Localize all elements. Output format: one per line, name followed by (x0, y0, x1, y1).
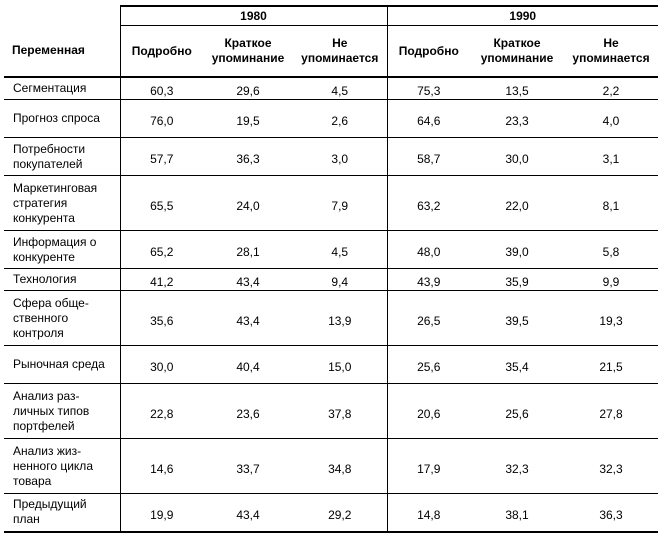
table-cell: 30,0 (119, 345, 203, 384)
table-cell: 15,0 (293, 345, 387, 384)
table-cell: 35,9 (470, 268, 564, 291)
row-label: Анализ раз-личных типов портфелей (4, 383, 120, 439)
table-cell: 64,6 (386, 99, 470, 138)
table-cell: 5,8 (564, 230, 659, 269)
table-cell: 25,6 (386, 345, 470, 384)
table-cell: 40,4 (203, 345, 293, 384)
table-cell: 19,3 (564, 290, 659, 346)
table-cell: 58,7 (386, 137, 470, 176)
table-cell: 9,9 (564, 268, 659, 291)
table-cell: 48,0 (386, 230, 470, 269)
table-cell: 3,0 (293, 137, 387, 176)
row-label: Сегментация (4, 77, 120, 100)
table-row: Сфера обще-ственного контроля 35,6 43,4 … (4, 290, 659, 346)
row-label: Рыночная среда (4, 345, 120, 384)
table-cell: 63,2 (386, 175, 470, 231)
table-cell: 19,5 (203, 99, 293, 138)
table-cell: 35,4 (470, 345, 564, 384)
table-cell: 14,6 (119, 438, 203, 494)
table-row: Потребности покупателей 57,7 36,3 3,0 58… (4, 137, 659, 176)
table-cell: 4,5 (293, 230, 387, 269)
table-cell: 75,3 (386, 77, 470, 100)
table-cell: 22,8 (119, 383, 203, 439)
row-label: Сфера обще-ственного контроля (4, 290, 120, 346)
table-row: Предыдущий план 19,9 43,4 29,2 14,8 38,1… (4, 493, 659, 533)
table-cell: 36,3 (564, 493, 659, 533)
table-cell: 20,6 (386, 383, 470, 439)
table-cell: 36,3 (203, 137, 293, 176)
table-row: Информация о конкуренте 65,2 28,1 4,5 48… (4, 230, 659, 269)
table-cell: 8,1 (564, 175, 659, 231)
table-cell: 43,4 (203, 268, 293, 291)
row-label: Технология (4, 268, 120, 291)
table-cell: 38,1 (470, 493, 564, 533)
subheader-1990-brief: Краткое упоминание (470, 25, 564, 78)
table-cell: 24,0 (203, 175, 293, 231)
table-row: Технология 41,2 43,4 9,4 43,9 35,9 9,9 (4, 268, 659, 291)
subheader-1990-detailed: Подробно (386, 25, 470, 78)
table-cell: 2,2 (564, 77, 659, 100)
table-cell: 57,7 (119, 137, 203, 176)
table-cell: 30,0 (470, 137, 564, 176)
table-row: Анализ раз-личных типов портфелей 22,8 2… (4, 383, 659, 439)
subheader-1980-detailed: Подробно (119, 25, 203, 78)
row-label: Анализ жиз-ненного цикла товара (4, 438, 120, 494)
table-cell: 4,0 (564, 99, 659, 138)
year-header-1980: 1980 (119, 5, 387, 26)
header-corner (4, 6, 120, 26)
table-cell: 34,8 (293, 438, 387, 494)
table-row: Анализ жиз-ненного цикла товара 14,6 33,… (4, 438, 659, 494)
table-cell: 23,6 (203, 383, 293, 439)
table-cell: 43,9 (386, 268, 470, 291)
subheader-1990-not-mentioned: Не упоминается (564, 25, 659, 78)
table-cell: 14,8 (386, 493, 470, 533)
table-cell: 4,5 (293, 77, 387, 100)
table-cell: 43,4 (203, 493, 293, 533)
table-cell: 2,6 (293, 99, 387, 138)
table-cell: 25,6 (470, 383, 564, 439)
table-cell: 35,6 (119, 290, 203, 346)
subheader-1980-brief: Краткое упоминание (203, 25, 293, 78)
table-row: Маркетинговая стратегия конкурента 65,5 … (4, 175, 659, 231)
table-cell: 65,2 (119, 230, 203, 269)
table-cell: 60,3 (119, 77, 203, 100)
row-label: Предыдущий план (4, 493, 120, 533)
table-cell: 13,9 (293, 290, 387, 346)
table-cell: 26,5 (386, 290, 470, 346)
table-row: Рыночная среда 30,0 40,4 15,0 25,6 35,4 … (4, 345, 659, 384)
table-cell: 29,2 (293, 493, 387, 533)
table-cell: 29,6 (203, 77, 293, 100)
table-row: Сегментация 60,3 29,6 4,5 75,3 13,5 2,2 (4, 77, 659, 100)
table-cell: 7,9 (293, 175, 387, 231)
table-cell: 33,7 (203, 438, 293, 494)
table-cell: 19,9 (119, 493, 203, 533)
table-cell: 41,2 (119, 268, 203, 291)
table-cell: 28,1 (203, 230, 293, 269)
variable-column-header: Переменная (4, 25, 120, 78)
table-cell: 17,9 (386, 438, 470, 494)
row-label: Потребности покупателей (4, 137, 120, 176)
table-cell: 3,1 (564, 137, 659, 176)
table-cell: 22,0 (470, 175, 564, 231)
table-cell: 65,5 (119, 175, 203, 231)
table-cell: 13,5 (470, 77, 564, 100)
table-cell: 37,8 (293, 383, 387, 439)
year-header-1990: 1990 (386, 5, 659, 26)
table-cell: 32,3 (564, 438, 659, 494)
subheader-1980-not-mentioned: Не упоминается (293, 25, 387, 78)
table-row: Прогноз спроса 76,0 19,5 2,6 64,6 23,3 4… (4, 99, 659, 138)
row-label: Информация о конкуренте (4, 230, 120, 269)
table-cell: 27,8 (564, 383, 659, 439)
survey-table: 1980 1990 Переменная Подробно Краткое уп… (4, 5, 659, 533)
table-cell: 39,0 (470, 230, 564, 269)
row-label: Прогноз спроса (4, 99, 120, 138)
table-cell: 39,5 (470, 290, 564, 346)
row-label: Маркетинговая стратегия конкурента (4, 175, 120, 231)
table-cell: 76,0 (119, 99, 203, 138)
table-cell: 43,4 (203, 290, 293, 346)
table-cell: 9,4 (293, 268, 387, 291)
table-cell: 21,5 (564, 345, 659, 384)
table-cell: 23,3 (470, 99, 564, 138)
table-cell: 32,3 (470, 438, 564, 494)
